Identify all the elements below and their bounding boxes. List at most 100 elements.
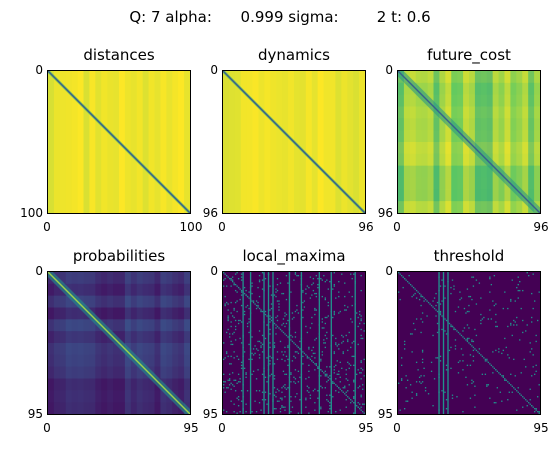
marker-cell [308,370,310,372]
diagonal-cell [240,289,243,292]
diagonal-cell [335,384,337,386]
diagonal-cell [487,361,490,364]
diagonal-cell [462,336,464,338]
heatmap-band [119,71,126,213]
marker-cell [312,289,315,292]
marker-cell [456,396,458,398]
marker-cell [245,403,247,405]
marker-cell [411,295,413,298]
marker-cell [240,342,243,344]
marker-cell [414,328,416,331]
marker-cell [281,358,283,361]
marker-cell [296,304,298,307]
diagonal-cell [499,373,501,375]
marker-cell [231,333,234,335]
vertical-line-cell [300,272,303,414]
marker-cell [445,408,448,410]
marker-cell [282,322,285,325]
marker-cell [261,391,264,393]
marker-cell [251,282,253,284]
marker-cell [516,316,518,319]
marker-cell [531,292,533,295]
marker-cell [251,373,253,375]
marker-cell [460,297,463,299]
marker-cell [290,381,292,383]
marker-cell [534,300,536,302]
marker-cell [223,409,225,411]
marker-cell [251,336,253,338]
marker-cell [279,397,282,399]
marker-cell [344,387,346,389]
marker-cell [255,348,258,350]
marker-cell [403,408,406,410]
marker-cell [311,316,313,319]
marker-cell [306,357,309,359]
marker-cell [300,373,303,375]
diagonal-cell [444,318,446,320]
xtick-label-start: 0 [43,421,51,435]
marker-cell [508,357,510,359]
diagonal-cell [230,279,232,281]
marker-cell [525,366,527,368]
marker-cell [320,277,322,280]
marker-cell [300,378,303,380]
marker-cell [227,387,229,389]
marker-cell [275,291,277,293]
marker-cell [342,340,344,343]
heatmap-svg [48,71,190,213]
marker-cell [288,336,291,338]
marker-cell [270,303,273,305]
marker-cell [294,351,297,353]
marker-cell [230,321,232,323]
diagonal-cell [318,367,321,370]
marker-cell [427,393,430,395]
diagonal-cell [405,279,407,281]
marker-cell [326,381,328,383]
marker-cell [360,318,362,320]
marker-cell [362,388,364,390]
marker-cell [489,397,491,399]
heatmap-band [288,71,295,213]
marker-cell [400,364,403,367]
marker-cell [324,298,326,301]
marker-cell [234,379,237,381]
marker-cell [258,340,261,343]
marker-cell [438,391,440,393]
marker-cell [324,322,326,325]
diagonal-cell [359,408,361,410]
marker-cell [354,405,356,407]
marker-cell [270,357,273,359]
marker-cell [412,322,415,325]
marker-cell [356,373,358,375]
marker-cell [278,306,280,308]
ytick-label-start: 0 [210,264,218,278]
marker-cell [408,274,410,277]
marker-cell [324,346,326,349]
marker-cell [300,277,303,280]
marker-cell [326,399,328,401]
marker-cell [514,375,516,377]
marker-cell [504,291,506,293]
marker-cell [302,355,304,358]
heatmap-band [142,272,150,414]
marker-cell [484,360,487,362]
heatmap-band [160,272,167,414]
heatmap-band [130,71,138,213]
heatmap-band [240,71,248,213]
diagonal-cell [350,399,352,401]
marker-cell [224,381,226,383]
marker-cell [242,336,244,338]
marker-cell [457,361,460,364]
marker-cell [353,379,355,381]
marker-cell [329,408,331,410]
marker-cell [225,285,228,287]
diagonal-cell [493,367,496,370]
diagonal-cell [264,313,267,316]
marker-cell [237,322,240,325]
heatmap-band [101,272,108,414]
marker-cell [511,279,513,281]
marker-cell [538,412,540,414]
marker-cell [345,334,347,337]
ytick-label-end: 95 [202,407,218,421]
panel-title: local_maxima [242,247,346,265]
